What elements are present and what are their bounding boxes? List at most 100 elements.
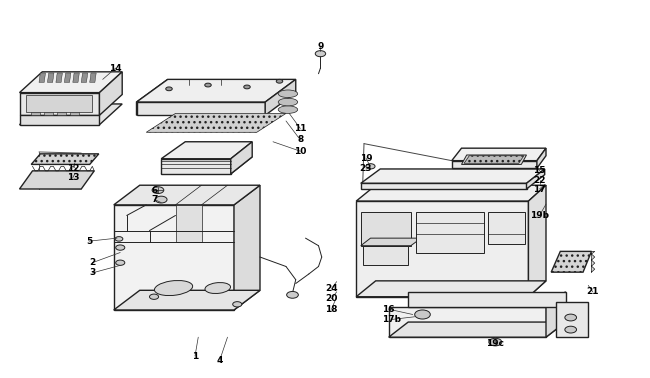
Polygon shape: [44, 112, 53, 115]
Circle shape: [155, 196, 167, 203]
Text: 18: 18: [325, 305, 338, 314]
Circle shape: [116, 245, 125, 250]
Polygon shape: [363, 246, 408, 265]
Text: 8: 8: [297, 135, 304, 144]
Polygon shape: [452, 161, 537, 168]
Polygon shape: [356, 281, 546, 297]
Text: 20: 20: [325, 294, 338, 303]
Polygon shape: [64, 73, 71, 82]
Circle shape: [116, 260, 125, 265]
Text: 14: 14: [109, 64, 122, 73]
Text: 19b: 19b: [530, 211, 549, 220]
Text: 11: 11: [294, 124, 307, 133]
Polygon shape: [389, 307, 546, 337]
Polygon shape: [20, 115, 99, 125]
Ellipse shape: [205, 283, 231, 293]
Circle shape: [244, 85, 250, 89]
Text: 13: 13: [66, 173, 79, 182]
Polygon shape: [56, 73, 62, 82]
Polygon shape: [462, 155, 526, 164]
Circle shape: [287, 291, 298, 298]
Polygon shape: [526, 169, 545, 189]
Polygon shape: [528, 185, 546, 297]
Polygon shape: [161, 142, 252, 159]
Text: 16: 16: [382, 305, 395, 314]
Polygon shape: [161, 159, 231, 174]
Polygon shape: [20, 104, 122, 125]
Polygon shape: [70, 112, 79, 115]
Polygon shape: [136, 102, 265, 115]
Text: 23: 23: [359, 164, 372, 173]
Polygon shape: [136, 79, 296, 102]
Polygon shape: [452, 148, 546, 161]
Polygon shape: [546, 292, 566, 337]
Polygon shape: [81, 73, 88, 82]
Circle shape: [115, 237, 123, 241]
Polygon shape: [464, 156, 524, 163]
Text: 19: 19: [359, 153, 372, 163]
Circle shape: [152, 187, 164, 194]
Polygon shape: [114, 205, 234, 310]
Circle shape: [415, 310, 430, 319]
Polygon shape: [161, 157, 252, 174]
Circle shape: [315, 51, 326, 57]
Ellipse shape: [278, 98, 298, 106]
Polygon shape: [551, 251, 592, 272]
Circle shape: [233, 302, 242, 307]
Text: 22: 22: [533, 176, 546, 185]
Polygon shape: [31, 154, 99, 164]
Polygon shape: [408, 292, 566, 307]
Circle shape: [565, 326, 577, 333]
Polygon shape: [20, 171, 94, 189]
Circle shape: [366, 164, 375, 169]
Polygon shape: [26, 95, 92, 112]
Polygon shape: [146, 113, 286, 132]
Circle shape: [205, 83, 211, 87]
Text: 19c: 19c: [486, 339, 504, 349]
Polygon shape: [265, 79, 296, 115]
Text: 3: 3: [89, 268, 96, 277]
Ellipse shape: [278, 90, 298, 98]
Text: 4: 4: [216, 356, 223, 365]
Circle shape: [150, 294, 159, 299]
Polygon shape: [488, 212, 525, 244]
Text: 17b: 17b: [382, 315, 402, 324]
Polygon shape: [361, 212, 411, 246]
Polygon shape: [416, 212, 484, 253]
Text: 7: 7: [151, 195, 158, 204]
Polygon shape: [90, 73, 96, 82]
Polygon shape: [20, 93, 99, 115]
Polygon shape: [99, 72, 122, 115]
Polygon shape: [47, 73, 54, 82]
Ellipse shape: [278, 106, 298, 113]
Circle shape: [276, 79, 283, 83]
Polygon shape: [356, 185, 546, 201]
Polygon shape: [57, 112, 66, 115]
Text: 2: 2: [89, 258, 96, 267]
Text: 9: 9: [317, 42, 324, 51]
Polygon shape: [231, 142, 252, 174]
Polygon shape: [356, 201, 528, 297]
Polygon shape: [31, 112, 40, 115]
Text: 24: 24: [325, 284, 338, 293]
Polygon shape: [556, 302, 588, 337]
Polygon shape: [361, 238, 421, 246]
Polygon shape: [114, 290, 260, 310]
Text: 12: 12: [66, 164, 79, 173]
Polygon shape: [234, 185, 260, 310]
Polygon shape: [361, 183, 526, 189]
Polygon shape: [592, 251, 595, 272]
Text: 1: 1: [192, 352, 198, 361]
Polygon shape: [20, 72, 122, 93]
Polygon shape: [176, 205, 202, 242]
Polygon shape: [389, 322, 566, 337]
Ellipse shape: [155, 280, 192, 296]
Text: 10: 10: [294, 147, 307, 156]
Circle shape: [166, 87, 172, 91]
Circle shape: [489, 338, 502, 346]
Polygon shape: [114, 185, 260, 205]
Polygon shape: [537, 148, 546, 168]
Text: 5: 5: [86, 237, 92, 246]
Polygon shape: [361, 169, 545, 183]
Polygon shape: [136, 79, 168, 115]
